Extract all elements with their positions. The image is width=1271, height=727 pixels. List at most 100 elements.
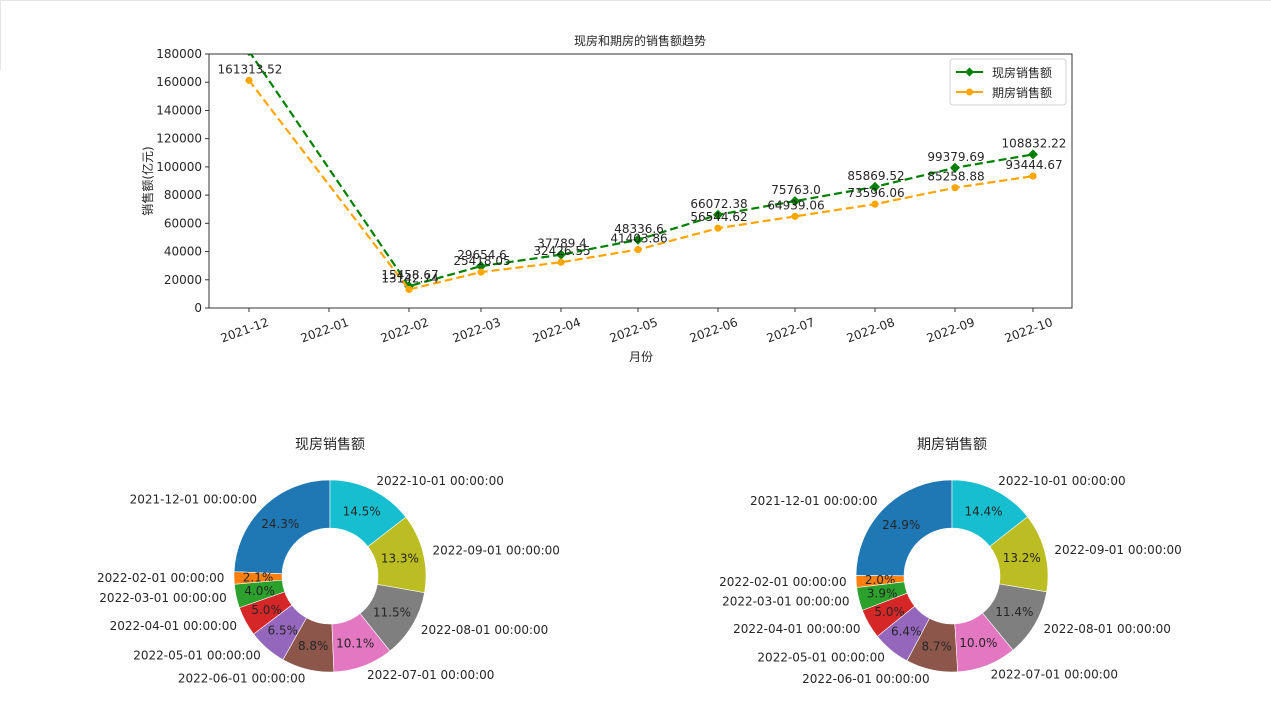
circle-marker-icon <box>245 76 253 84</box>
diamond-marker-icon <box>246 54 252 57</box>
point-label: 75763.0 <box>771 183 821 197</box>
y-tick-label: 100000 <box>156 160 202 174</box>
slice-percent-label: 5.0% <box>874 605 905 619</box>
y-tick-label: 120000 <box>156 132 202 146</box>
slice-category-label: 2022-05-01 00:00:00 <box>133 649 260 663</box>
diamond-marker-icon <box>1028 149 1038 160</box>
point-label: 56544.62 <box>690 210 747 224</box>
point-label: 64939.06 <box>767 198 824 212</box>
x-tick-label: 2022-08 <box>845 315 897 345</box>
legend-box <box>949 58 1067 106</box>
point-label: 85258.88 <box>927 170 984 184</box>
slice-percent-label: 11.4% <box>995 605 1033 619</box>
y-tick-label: 160000 <box>156 75 202 89</box>
plot-area <box>245 54 1038 294</box>
slice-category-label: 2022-08-01 00:00:00 <box>421 623 548 637</box>
slice-percent-label: 8.7% <box>921 639 952 653</box>
slice-category-label: 2022-07-01 00:00:00 <box>367 668 494 682</box>
plot-frame <box>208 53 1073 309</box>
slice-percent-label: 14.4% <box>964 504 1002 518</box>
x-tick-label: 2021-12 <box>219 315 271 345</box>
data-labels: 15458.67 29654.6 37789.4 48336.6 66072.38 757… <box>218 62 1067 285</box>
point-label: 13142.74 <box>381 271 438 285</box>
slice-percent-label: 14.5% <box>343 504 381 518</box>
slice-category-label: 2022-02-01 00:00:00 <box>719 575 846 589</box>
slice-category-label: 2022-06-01 00:00:00 <box>802 672 929 686</box>
slice-category-label: 2022-02-01 00:00:00 <box>97 571 224 585</box>
circle-marker-icon <box>871 200 879 208</box>
point-label: 37789.4 <box>537 237 587 251</box>
slice-category-label: 2022-09-01 00:00:00 <box>432 544 559 558</box>
circle-marker-icon <box>951 184 959 192</box>
x-tick-label: 2022-06 <box>688 315 740 345</box>
slice-percent-label: 11.5% <box>373 606 411 620</box>
slice-category-label: 2022-04-01 00:00:00 <box>733 622 860 636</box>
point-label: 25418.05 <box>453 254 510 268</box>
slice-percent-label: 6.5% <box>268 623 299 637</box>
x-axis-label: 月份 <box>629 350 653 364</box>
y-axis-label: 销售额(亿元) <box>140 146 155 215</box>
legend-label-qifang: 期房销售额 <box>992 85 1052 100</box>
point-label: 32426.55 <box>533 244 590 258</box>
point-label: 41403.86 <box>610 232 667 246</box>
slice-percent-label: 3.9% <box>867 586 898 600</box>
legend-label-xianfang: 现房销售额 <box>992 65 1052 80</box>
x-tick-label: 2022-03 <box>451 315 503 345</box>
slice-percent-label: 13.3% <box>381 552 419 566</box>
slice-percent-label: 6.4% <box>891 625 922 639</box>
point-label: 99379.69 <box>927 150 984 164</box>
pie-title-xianfang: 现房销售额 <box>295 437 365 453</box>
pie-slice <box>855 479 953 577</box>
x-tick-label: 2022-01 <box>299 315 351 345</box>
slice-category-label: 2022-07-01 00:00:00 <box>991 667 1118 681</box>
y-tick-label: 180000 <box>156 47 202 61</box>
point-label: 108832.22 <box>1002 136 1067 150</box>
slice-category-label: 2022-03-01 00:00:00 <box>722 594 849 608</box>
circle-marker-icon <box>405 285 413 294</box>
slice-percent-label: 24.9% <box>882 518 920 532</box>
circle-marker-icon <box>714 224 722 232</box>
x-tick-label: 2022-04 <box>531 315 583 345</box>
y-tick-label: 140000 <box>156 103 202 117</box>
x-tick-label: 2022-05 <box>608 315 660 345</box>
point-label: 29654.6 <box>457 248 507 262</box>
window-edge-top <box>0 0 1271 1</box>
pie-slice <box>329 479 407 547</box>
pie-slice <box>951 479 1028 547</box>
y-axis-ticks: 0 20000 40000 60000 80000 100000 120000 140000 1… <box>156 47 209 315</box>
slice-percent-label: 13.2% <box>1003 551 1041 565</box>
circle-marker-icon <box>791 212 799 220</box>
slice-percent-label: 2.1% <box>243 570 274 584</box>
x-tick-label: 2022-10 <box>1003 315 1055 345</box>
point-label: 93444.67 <box>1005 158 1062 172</box>
slice-percent-label: 24.3% <box>261 517 299 531</box>
slice-category-label: 2022-04-01 00:00:00 <box>110 619 237 633</box>
diamond-marker-icon <box>633 234 643 245</box>
pie-slice <box>233 479 331 575</box>
circle-marker-icon <box>557 258 565 266</box>
diamond-marker-icon <box>950 162 960 173</box>
legend: 现房销售额 期房销售额 <box>949 58 1067 106</box>
diamond-marker-icon <box>713 209 723 220</box>
slice-category-label: 2022-06-01 00:00:00 <box>178 672 305 686</box>
circle-marker-icon <box>966 88 973 96</box>
diamond-marker-icon <box>556 249 566 260</box>
point-label: 161313.52 <box>218 62 283 76</box>
point-label: 73596.06 <box>847 186 904 200</box>
x-axis-ticks: 2021-12 2022-01 2022-02 2022-03 2022-04 2022-… <box>219 308 1055 345</box>
point-label: 66072.38 <box>690 197 747 211</box>
slice-percent-label: 4.0% <box>244 584 275 598</box>
y-tick-label: 60000 <box>164 216 202 230</box>
x-tick-label: 2022-07 <box>765 315 817 345</box>
window-edge-left <box>0 0 1 70</box>
y-tick-label: 20000 <box>164 273 202 287</box>
slice-category-label: 2022-03-01 00:00:00 <box>99 591 226 605</box>
line-chart-title: 现房和期房的销售额趋势 <box>574 33 706 48</box>
slice-percent-label: 10.0% <box>959 636 997 650</box>
slice-category-label: 2022-10-01 00:00:00 <box>998 474 1125 488</box>
diamond-marker-icon <box>965 67 974 77</box>
point-label: 15458.67 <box>381 268 438 282</box>
slice-category-label: 2022-09-01 00:00:00 <box>1054 543 1181 557</box>
pie-title-qifang: 期房销售额 <box>917 437 987 453</box>
diamond-marker-icon <box>476 261 486 272</box>
